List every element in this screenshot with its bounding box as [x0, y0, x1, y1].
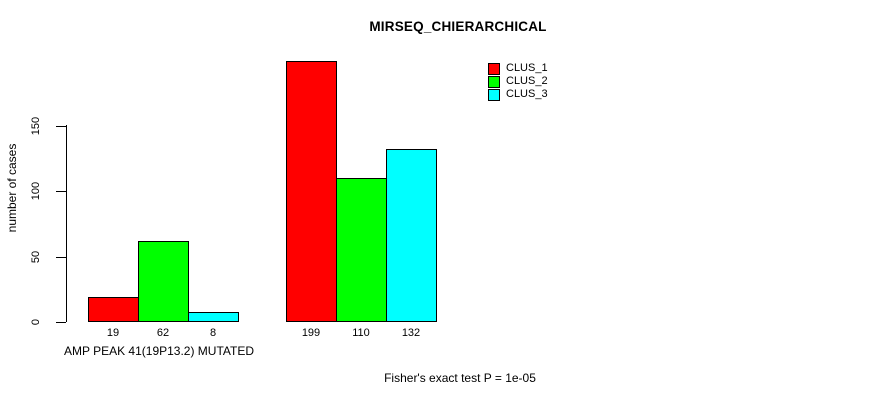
legend-color-swatch	[488, 75, 500, 88]
bar-clus_1	[88, 297, 139, 322]
legend-color-swatch	[488, 62, 500, 75]
bar-clus_1	[286, 61, 337, 322]
group-label: AMP PEAK 41(19P13.2) MUTATED	[63, 344, 255, 358]
y-axis-label: number of cases	[5, 143, 19, 233]
y-axis-tick	[56, 190, 66, 192]
bar-clus_3	[386, 149, 437, 322]
bar-value-label: 8	[209, 327, 217, 339]
bar-clus_2	[336, 178, 387, 322]
y-axis-tick-label: 0	[30, 318, 42, 326]
bar-value-label: 199	[301, 327, 321, 339]
legend: CLUS_1 CLUS_2 CLUS_3	[488, 62, 548, 101]
y-axis-tick-label: 50	[30, 250, 42, 264]
bar-value-label: 62	[156, 327, 170, 339]
bar-value-label: 110	[352, 327, 370, 339]
chart-title: MIRSEQ_CHIERARCHICAL	[369, 19, 547, 34]
legend-color-swatch	[488, 88, 500, 101]
y-axis-tick	[56, 321, 66, 323]
y-axis-tick	[56, 125, 66, 127]
y-axis-tick	[56, 256, 66, 258]
legend-row: CLUS_3	[488, 88, 548, 101]
y-axis-tick-label: 150	[30, 116, 42, 136]
annotation-pvalue: Fisher's exact test P = 1e-05	[384, 371, 536, 385]
legend-label: CLUS_1	[506, 62, 548, 74]
legend-label: CLUS_2	[506, 75, 548, 87]
legend-label: CLUS_3	[506, 88, 548, 100]
bar-clus_2	[138, 241, 189, 322]
y-axis-line	[66, 125, 67, 322]
y-axis-tick-label: 100	[30, 181, 42, 201]
bar-clus_3	[188, 312, 239, 322]
legend-row: CLUS_1	[488, 62, 548, 75]
bar-value-label: 19	[106, 327, 120, 339]
legend-row: CLUS_2	[488, 75, 548, 88]
bar-value-label: 132	[401, 327, 421, 339]
